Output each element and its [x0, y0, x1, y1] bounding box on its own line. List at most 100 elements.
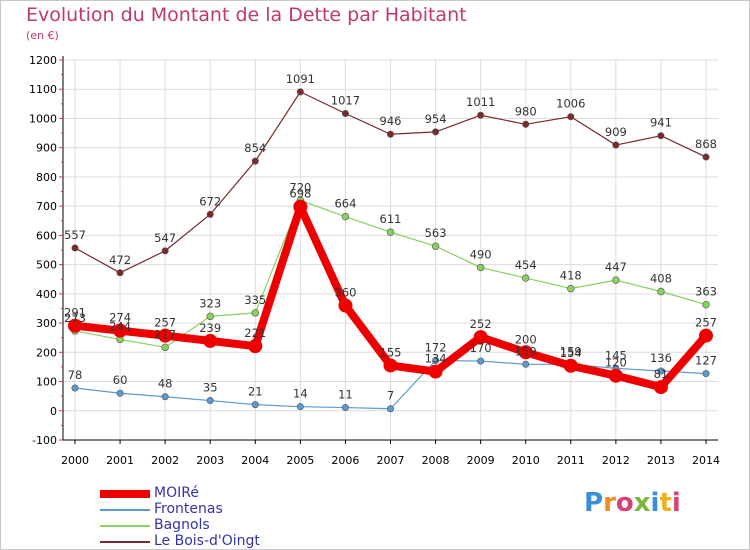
y-tick-label: 900 [36, 142, 57, 155]
data-label: 172 [425, 340, 447, 354]
x-tick-label: 2003 [196, 454, 224, 467]
data-label: 490 [470, 248, 492, 262]
data-point [251, 401, 259, 409]
data-label: 78 [68, 368, 83, 382]
chart-subtitle: (en €) [26, 29, 59, 42]
data-label: 170 [470, 341, 492, 355]
data-label: 221 [244, 326, 266, 340]
data-label: 1017 [331, 93, 360, 107]
data-point [386, 130, 394, 138]
data-label: 11 [338, 388, 353, 402]
x-tick-label: 2013 [647, 454, 675, 467]
data-point [518, 345, 533, 360]
data-label: 127 [695, 354, 717, 368]
data-label: 273 [64, 311, 86, 325]
data-label: 360 [334, 286, 356, 300]
data-label: 217 [154, 327, 176, 341]
data-point [341, 109, 349, 117]
data-point [702, 300, 710, 309]
data-label: 154 [560, 346, 582, 360]
data-point [657, 132, 665, 140]
data-point [251, 157, 259, 165]
y-tick-label: 800 [36, 171, 57, 184]
data-point [71, 384, 79, 392]
data-point [116, 269, 124, 277]
data-point [612, 141, 620, 149]
logo-letter: t [659, 488, 672, 518]
x-tick-label: 2010 [512, 454, 540, 467]
data-point [203, 333, 218, 348]
data-label: 21 [248, 385, 263, 399]
data-point [473, 330, 488, 345]
y-tick-label: 600 [36, 229, 57, 242]
data-label: 1006 [556, 97, 585, 111]
logo-letter: r [603, 488, 616, 518]
y-tick-label: 500 [36, 259, 57, 272]
data-label: 698 [289, 187, 311, 201]
data-label: 408 [650, 272, 672, 286]
data-label: 946 [380, 114, 402, 128]
data-label: 145 [605, 348, 627, 362]
data-label: 1091 [286, 72, 315, 86]
logo-letter: i [650, 488, 660, 518]
data-point [477, 111, 485, 119]
logo-letter: o [615, 488, 634, 518]
data-label: 155 [380, 345, 402, 359]
data-label: 244 [109, 319, 131, 333]
data-point [522, 120, 530, 128]
legend-label: Bagnols [154, 517, 210, 533]
data-point [386, 405, 394, 413]
legend-item: Frontenas [100, 501, 400, 518]
data-point [341, 404, 349, 412]
y-tick-label: 200 [36, 346, 57, 359]
y-tick-label: 300 [36, 317, 57, 330]
data-point [428, 364, 443, 379]
data-point [158, 328, 173, 343]
logo-letter: x [633, 488, 651, 518]
data-point [206, 210, 214, 218]
legend-swatch [100, 525, 150, 527]
data-label: 257 [695, 316, 717, 330]
data-point [296, 88, 304, 96]
legend-item: Bagnols [100, 517, 400, 534]
data-label: 7 [387, 389, 394, 403]
y-tick-label: 400 [36, 288, 57, 301]
data-label: 136 [650, 351, 672, 365]
data-point [113, 323, 128, 338]
x-tick-label: 2006 [331, 454, 359, 467]
data-point [296, 403, 304, 411]
y-tick-label: 100 [36, 376, 57, 389]
data-label: 48 [158, 377, 173, 391]
x-tick-label: 2004 [241, 454, 269, 467]
legend-label: Frontenas [154, 501, 223, 517]
data-label: 941 [650, 116, 672, 130]
data-label: 14 [293, 387, 308, 401]
x-tick-label: 2007 [377, 454, 405, 467]
data-point [293, 199, 308, 214]
data-point [567, 284, 575, 293]
x-tick-label: 2011 [557, 454, 585, 467]
data-point [563, 358, 578, 373]
data-label: 257 [154, 316, 176, 330]
data-point [431, 242, 440, 250]
data-point [116, 389, 124, 397]
data-point [383, 358, 398, 373]
data-label: 60 [113, 373, 128, 387]
data-point [161, 343, 169, 352]
data-label: 291 [64, 306, 86, 320]
data-point [522, 274, 530, 282]
data-label: 120 [605, 356, 627, 370]
x-tick-label: 2008 [422, 454, 450, 467]
data-label: 200 [515, 332, 537, 346]
proxiti-logo: Proxiti [584, 488, 681, 518]
legend-item: Le Bois-d'Oingt [100, 533, 400, 550]
data-point [432, 128, 440, 136]
data-label: 980 [515, 104, 537, 118]
data-label: 557 [64, 228, 86, 242]
data-point [657, 367, 665, 375]
chart-title: Evolution du Montant de la Dette par Hab… [26, 4, 467, 26]
data-point [71, 244, 79, 252]
data-label: 274 [109, 311, 131, 325]
y-tick-label: 1100 [29, 83, 57, 96]
